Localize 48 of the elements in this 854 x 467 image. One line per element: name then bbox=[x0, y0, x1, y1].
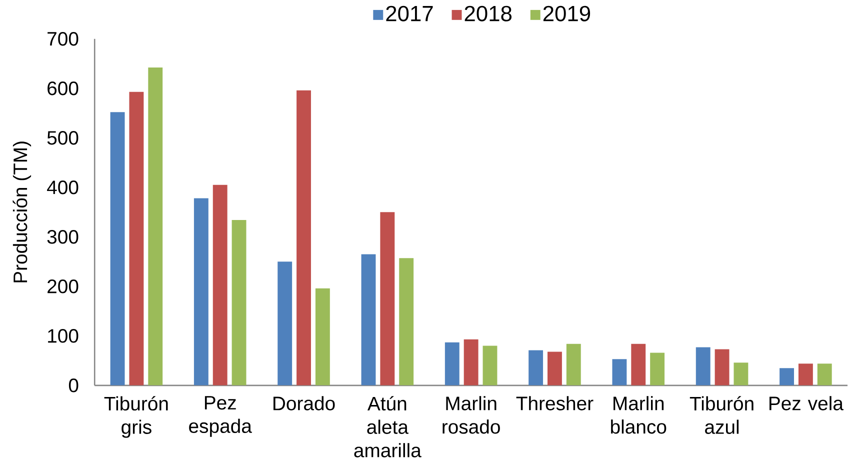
bar bbox=[399, 258, 414, 386]
bar bbox=[612, 359, 627, 386]
bar bbox=[734, 362, 748, 386]
bar bbox=[380, 212, 395, 386]
legend-label: 2018 bbox=[464, 6, 512, 22]
bar bbox=[110, 112, 125, 386]
bar bbox=[528, 350, 544, 386]
bar bbox=[817, 364, 832, 386]
bar bbox=[548, 352, 562, 386]
bar bbox=[631, 344, 646, 386]
bar bbox=[798, 364, 813, 386]
y-tick-label: 200 bbox=[48, 279, 78, 294]
bar bbox=[566, 344, 581, 386]
x-tick-label: Pez espada bbox=[189, 396, 252, 437]
x-tick-label: Tiburón azul bbox=[690, 396, 754, 434]
x-tick-label: Marlin blanco bbox=[611, 396, 666, 434]
bar bbox=[148, 68, 163, 386]
bar bbox=[278, 262, 292, 386]
bar bbox=[129, 92, 144, 386]
bar bbox=[212, 184, 228, 386]
bar bbox=[296, 90, 311, 386]
y-tick-label: 400 bbox=[47, 180, 78, 194]
legend-label: 2019 bbox=[543, 6, 590, 22]
y-tick-label: 600 bbox=[48, 81, 78, 96]
x-tick-label: Marlin rosado bbox=[442, 396, 500, 434]
y-axis-title: Producción (TM) bbox=[12, 142, 32, 282]
x-tick-label: Thresher bbox=[516, 396, 594, 410]
legend-label: 2017 bbox=[386, 6, 433, 22]
y-tick-label: 0 bbox=[68, 378, 78, 392]
y-tick-label: 300 bbox=[47, 230, 78, 244]
bar bbox=[482, 346, 498, 386]
x-tick-label: Dorado bbox=[274, 396, 335, 410]
bar bbox=[780, 368, 794, 386]
bar bbox=[696, 347, 710, 386]
y-tick-label: 100 bbox=[48, 329, 78, 343]
bar bbox=[361, 254, 376, 386]
x-tick-label: Atún aleta amarilla bbox=[354, 396, 422, 458]
x-tick-label: Tiburón gris bbox=[104, 396, 168, 438]
bar bbox=[444, 342, 460, 386]
y-tick-label: 700 bbox=[48, 32, 78, 46]
bar bbox=[315, 288, 330, 386]
bar bbox=[714, 349, 730, 386]
bar bbox=[464, 339, 478, 386]
y-tick-label: 500 bbox=[47, 130, 78, 145]
x-tick-label: Pez vela bbox=[770, 396, 844, 410]
bar bbox=[650, 352, 665, 386]
bar bbox=[194, 198, 208, 386]
bar bbox=[232, 220, 246, 386]
